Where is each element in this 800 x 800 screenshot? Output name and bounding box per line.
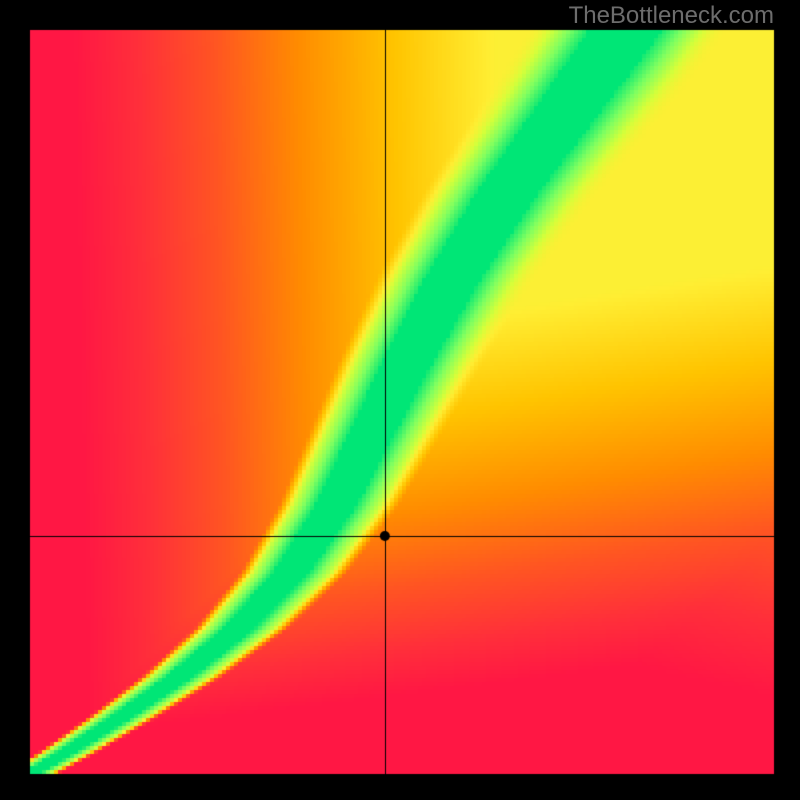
heatmap-plot xyxy=(0,0,800,800)
chart-container: TheBottleneck.com xyxy=(0,0,800,800)
watermark-text: TheBottleneck.com xyxy=(569,2,774,30)
